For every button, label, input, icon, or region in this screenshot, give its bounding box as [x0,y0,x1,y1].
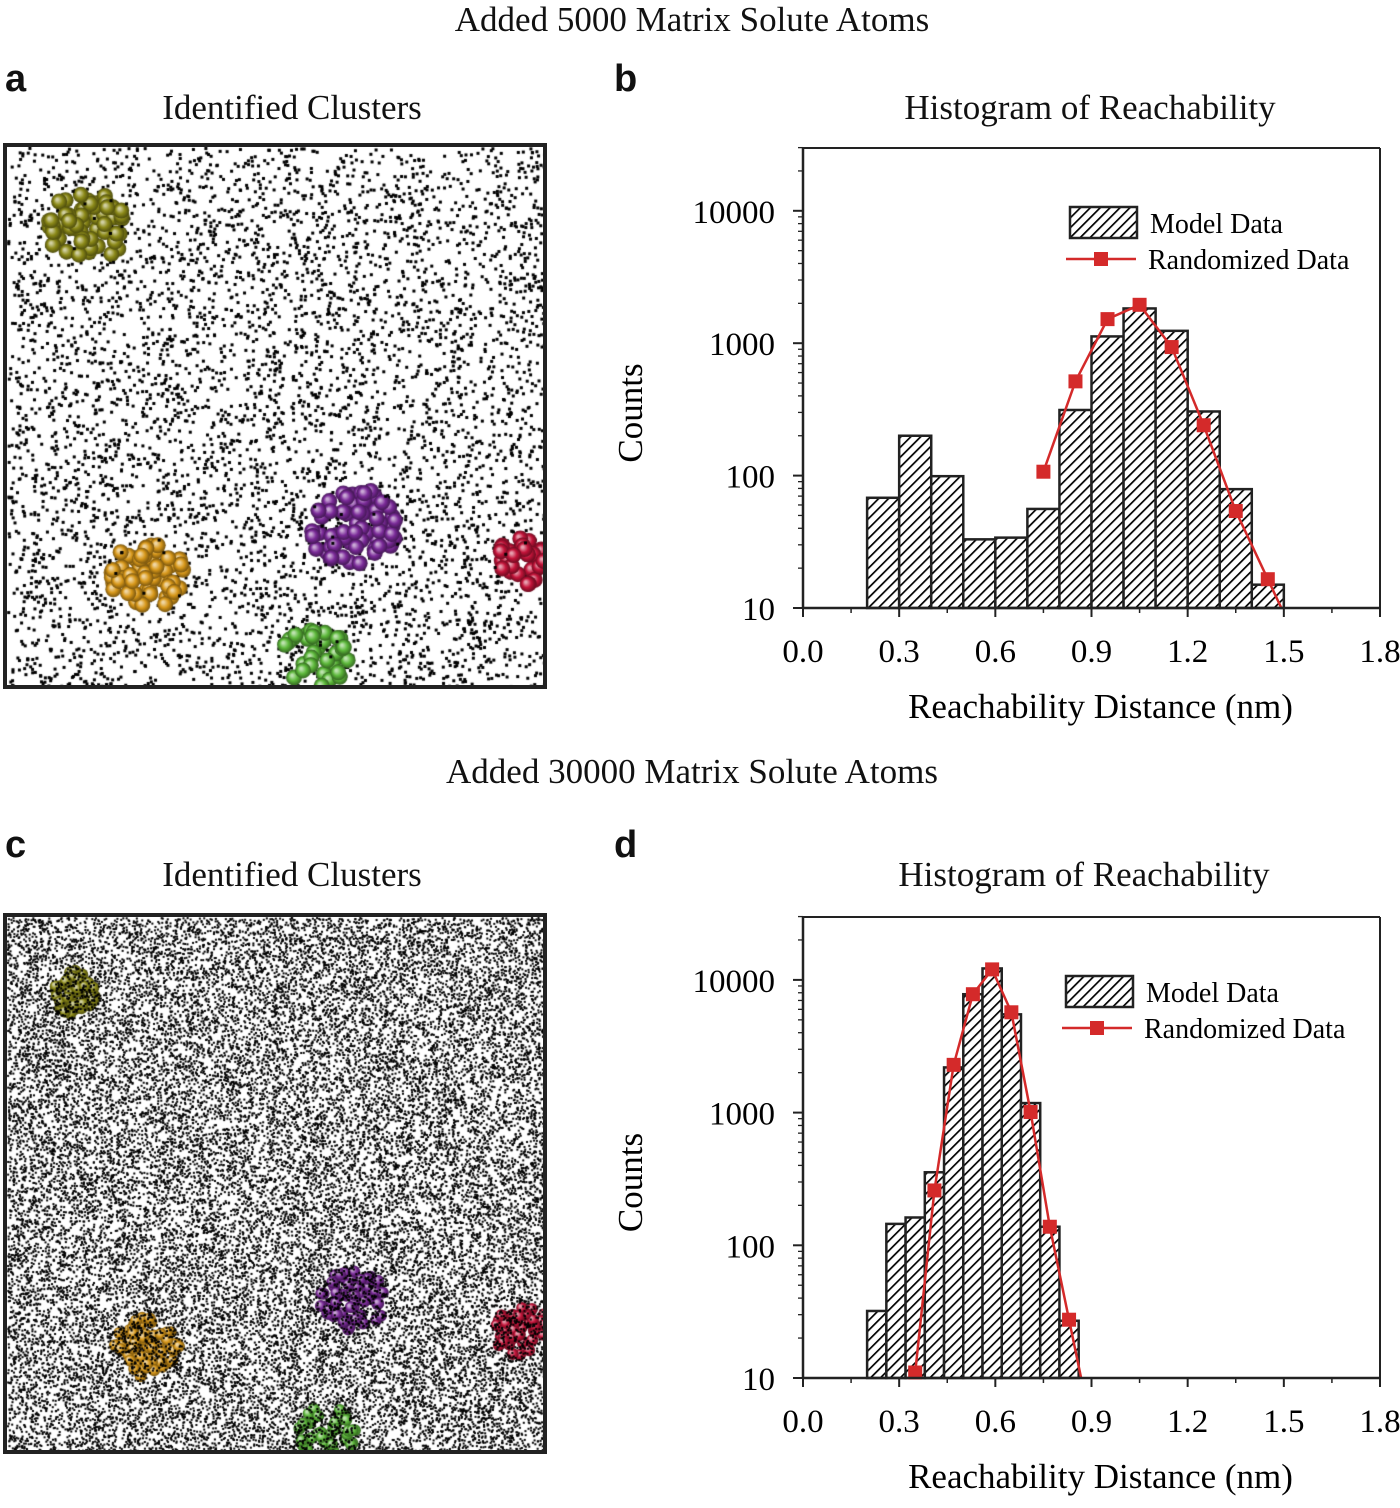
panel-label-c: c [5,824,27,866]
histogram-bar [1026,507,1061,610]
histogram-bar [897,434,933,610]
legend-label-randomized-data: Randomized Data [1144,1014,1346,1045]
x-tick-label: 0.6 [975,1404,1016,1440]
histogram-bar [1000,1013,1023,1380]
histogram-bar [981,967,1003,1380]
histogram-bar [1058,408,1093,610]
histogram-bar [1038,1225,1061,1380]
x-tick-label: 1.5 [1263,1404,1304,1440]
panel-a-frame [3,143,547,689]
x-axis-label: Reachability Distance (nm) [908,1457,1293,1496]
panel-c-frame [3,913,547,1454]
histogram-bar [994,536,1029,610]
panel-d-title: Histogram of Reachability [898,855,1270,894]
randomized-data-point [1042,1219,1057,1234]
randomized-data-point [1100,312,1115,327]
legend-marker-randomized-data [1090,1021,1104,1035]
randomized-data-point [1023,1105,1038,1120]
x-tick-label: 0.6 [975,634,1016,670]
x-tick-label: 1.5 [1263,634,1304,670]
histogram-bar [923,1171,946,1380]
y-tick-label: 10 [742,1362,775,1398]
cluster-view-a [7,147,543,685]
y-tick-label: 10000 [693,964,776,1000]
randomized-data-point [1260,572,1275,587]
randomized-data-point [946,1057,961,1072]
histogram-bar [1186,410,1221,610]
x-tick-label: 0.0 [782,1404,823,1440]
randomized-data-point [1196,418,1211,433]
cluster-view-c [7,917,543,1450]
randomized-data-point [1004,1005,1019,1020]
panel-label-b: b [614,58,638,100]
histogram-bar [1019,1101,1042,1380]
histogram-bar [885,1222,907,1380]
y-tick-label: 1000 [709,1097,775,1133]
randomized-data-point [985,962,1000,977]
y-tick-label: 100 [726,460,776,496]
legend-swatch-model-data [1064,974,1135,1009]
x-tick-label: 0.9 [1071,634,1112,670]
y-tick-label: 10 [742,592,775,628]
randomized-data-point [1164,340,1179,355]
x-tick-label: 1.2 [1167,634,1208,670]
histogram-bar [1122,307,1157,610]
panel-c-title: Identified Clusters [162,855,422,894]
randomized-data-point [1068,374,1083,389]
legend-label-model-data: Model Data [1150,209,1284,240]
y-tick-label: 1000 [709,327,775,363]
y-tick-label: 10000 [693,195,776,231]
histogram-bar [1090,335,1125,610]
x-tick-label: 1.8 [1359,1404,1400,1440]
x-tick-label: 0.3 [879,1404,920,1440]
legend-label-randomized-data: Randomized Data [1148,245,1350,276]
histogram-bar [962,538,997,610]
x-axis-label: Reachability Distance (nm) [908,687,1293,726]
randomized-data-point [1036,464,1051,479]
x-tick-label: 0.9 [1071,1404,1112,1440]
y-tick-label: 100 [726,1229,776,1265]
randomized-data-line [913,966,1083,1379]
chart-d: 0.0 0.3 0.6 0.9 1.2 1.5 1.8 10 100 1000 10000 Reach… [611,915,1400,1496]
panel-label-d: d [614,824,638,866]
panel-b-title: Histogram of Reachability [904,88,1276,127]
histogram-bar [865,1309,888,1380]
x-tick-label: 0.3 [879,634,920,670]
legend-swatch-model-data [1068,205,1139,240]
randomized-data-point [908,1365,923,1380]
y-axis-label: Counts [611,363,650,462]
randomized-data-point [1062,1312,1077,1327]
chart-b: 0.0 0.3 0.6 0.9 1.2 1.5 1.8 10 100 1000 10000 Reach… [611,146,1400,726]
randomized-data-point [965,987,980,1002]
randomized-data-point [927,1183,942,1198]
histogram-bar [929,474,965,610]
x-tick-label: 1.8 [1359,634,1400,670]
legend-marker-randomized-data [1094,252,1108,266]
bottom-heading: Added 30000 Matrix Solute Atoms [446,752,938,791]
panel-label-a: a [5,58,27,100]
panel-a-title: Identified Clusters [162,88,422,127]
randomized-data-point [1132,297,1147,312]
randomized-data-point [1228,504,1243,519]
top-heading: Added 5000 Matrix Solute Atoms [454,0,930,39]
x-tick-label: 0.0 [782,634,823,670]
y-axis-label: Counts [611,1133,650,1232]
legend-label-model-data: Model Data [1146,978,1280,1009]
x-tick-label: 1.2 [1167,1404,1208,1440]
histogram-bar [865,496,901,610]
histogram-bar [962,992,984,1380]
